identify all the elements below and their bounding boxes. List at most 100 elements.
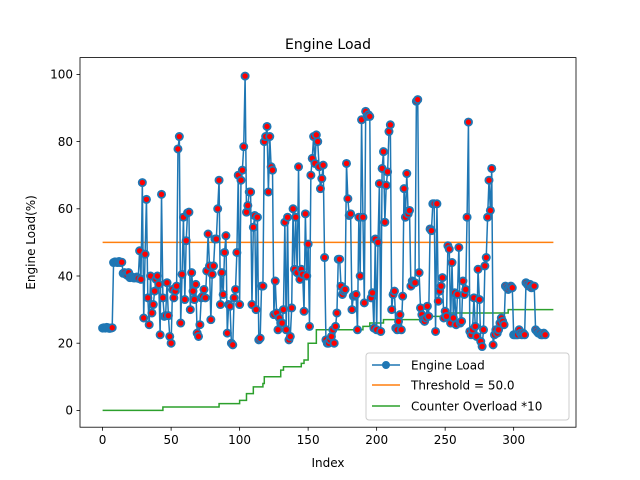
engine-load-point [246,187,256,197]
engine-load-point [433,296,443,306]
engine-load-point [141,194,151,204]
engine-load-point [481,253,491,263]
engine-load-point [376,326,386,336]
y-tick-label: 60 [58,202,73,216]
engine-load-point [436,281,446,291]
engine-load-point [243,200,253,210]
engine-load-point [184,207,194,217]
engine-load-point [139,313,149,323]
engine-load-point [199,284,209,294]
x-tick-label: 100 [228,433,251,447]
engine-load-point [235,300,245,310]
engine-load-point [332,308,342,318]
y-tick-label: 100 [50,68,73,82]
engine-load-point [262,121,272,131]
engine-load-point [341,158,351,168]
engine-load-point [288,204,298,214]
engine-load-point [172,281,182,291]
x-tick-label: 250 [434,433,457,447]
engine-load-point [263,187,273,197]
engine-load-point [291,212,301,222]
engine-load-point [211,234,221,244]
engine-load-point [461,284,471,294]
engine-load-point [177,269,187,279]
engine-load-point [203,229,213,239]
engine-load-point [173,144,183,154]
engine-load-point [474,295,484,305]
engine-load-point [148,300,158,310]
engine-load-point [422,301,432,311]
engine-load-point [180,295,190,305]
engine-load-point [157,189,167,199]
engine-load-point [270,276,280,286]
engine-load-point [302,271,312,281]
engine-load-point [285,331,295,341]
engine-load-point [215,300,225,310]
engine-load-point [154,279,164,289]
engine-load-point [457,316,467,326]
engine-load-point [473,264,483,274]
engine-load-point [383,167,393,177]
engine-load-point [317,174,327,184]
engine-load-point [405,205,415,215]
legend-marker-engine-load [382,361,390,369]
engine-load-point [300,209,310,219]
engine-load-point [414,268,424,278]
engine-load-point [413,95,423,105]
engine-load-point [287,303,297,313]
engine-load-point [347,305,357,315]
engine-load-point [206,315,216,325]
engine-load-point [470,321,480,331]
engine-load-point [214,175,224,185]
engine-load-point [479,325,489,335]
x-tick-label: 300 [502,433,525,447]
engine-load-point [281,325,291,335]
engine-load-point [373,237,383,247]
engine-load-point [358,212,368,222]
engine-load-point [158,293,168,303]
plot-frame [79,57,577,428]
engine-load-point [485,205,495,215]
engine-load-point [144,320,154,330]
engine-load-point [396,325,406,335]
engine-load-point [540,330,550,340]
engine-load-markers [98,71,550,352]
engine-load-point [351,289,361,299]
y-tick-label: 20 [58,337,73,351]
x-axis-label: Index [311,456,344,470]
engine-load-point [163,311,173,321]
engine-load-point [176,318,186,328]
engine-load-point [380,217,390,227]
engine-load-point [399,184,409,194]
engine-load-point [343,194,353,204]
engine-load-point [150,286,160,296]
engine-load-point [487,163,497,173]
engine-load-point [218,289,228,299]
x-tick-label: 200 [365,433,388,447]
engine-load-point [426,226,436,236]
engine-load-point [231,284,241,294]
engine-load-point [258,281,268,291]
engine-load-point [304,321,314,331]
legend-label-engine-load: Engine Load [411,359,485,373]
engine-load-point [225,301,235,311]
engine-load-point [462,212,472,222]
engine-load-point [389,286,399,296]
engine-load-point [143,293,153,303]
engine-load-point [251,305,261,315]
engine-load-point [507,283,517,293]
engine-load-point [331,321,341,331]
engine-load-point [484,175,494,185]
engine-load-point [229,293,239,303]
y-tick-label: 40 [58,269,73,283]
engine-load-point [278,305,288,315]
engine-load-point [447,258,457,268]
engine-load-point [155,330,165,340]
legend: Engine Load Threshold = 50.0 Counter Ove… [365,352,570,421]
engine-load-point [207,269,217,279]
engine-load-point [232,247,242,257]
legend-label-threshold: Threshold = 50.0 [410,379,515,393]
engine-load-point [488,340,498,350]
engine-load-point [313,137,323,147]
engine-load-point [252,212,262,222]
